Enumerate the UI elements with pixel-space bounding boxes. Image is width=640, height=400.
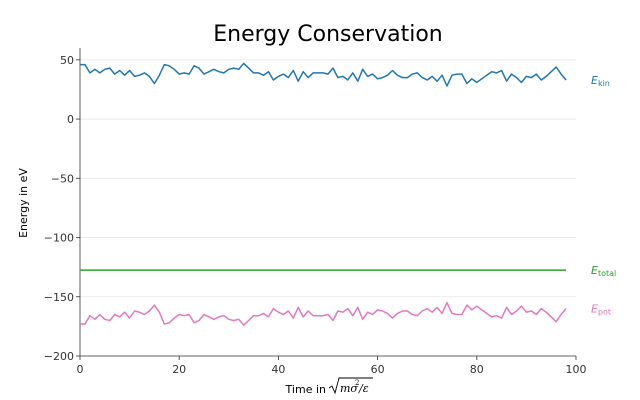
legend-label-total: Etotal	[591, 264, 616, 278]
x-tick-label: 0	[77, 363, 84, 376]
series-line-kin	[80, 62, 567, 87]
series-lines	[80, 62, 567, 326]
axes	[79, 48, 576, 357]
y-tick-label: −50	[51, 172, 74, 185]
y-tick-label: 50	[60, 54, 74, 67]
x-tick-label: 40	[271, 363, 285, 376]
formula-m-sigma: mσ	[340, 382, 358, 395]
formula-exponent: 2	[355, 379, 359, 387]
inline-legend: Ekin Etotal Epot	[591, 74, 616, 317]
x-ticks: 0 20 40 60 80 100	[77, 356, 587, 376]
grid	[80, 59, 576, 357]
y-tick-label: −100	[44, 232, 74, 245]
y-ticks: 50 0 −50 −100 −150 −200	[44, 54, 80, 363]
series-line-pot	[80, 301, 567, 326]
formula-over-epsilon: /ε	[358, 382, 369, 395]
x-axis-label: Time in mσ 2 /ε	[285, 377, 373, 396]
legend-label-pot: Epot	[591, 303, 611, 317]
y-axis-label: Energy in eV	[17, 168, 30, 238]
x-tick-label: 20	[172, 363, 186, 376]
sqrt-sign	[328, 377, 373, 395]
x-tick-label: 60	[371, 363, 385, 376]
y-tick-label: 0	[67, 113, 74, 126]
x-tick-label: 100	[566, 363, 587, 376]
legend-label-kin: Ekin	[591, 74, 610, 88]
y-tick-label: −200	[44, 350, 74, 363]
x-axis-label-prefix: Time in	[285, 383, 326, 396]
x-tick-label: 80	[470, 363, 484, 376]
y-tick-label: −150	[44, 291, 74, 304]
x-axis-unit-formula: mσ 2 /ε	[328, 377, 373, 395]
chart-title: Energy Conservation	[213, 22, 442, 47]
